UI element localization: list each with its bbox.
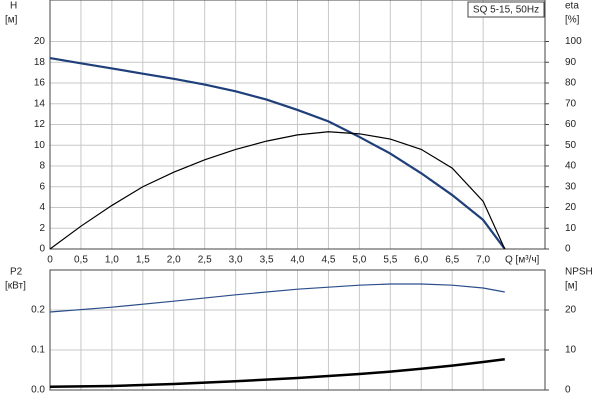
x-tick-label: 3,0 xyxy=(229,255,243,266)
y-tick-label: 0 xyxy=(39,244,45,255)
y2-tick-label: 80 xyxy=(565,78,577,89)
y2-tick-label: 50 xyxy=(565,140,577,151)
y-tick-label: 4 xyxy=(39,202,45,213)
x-tick-label: 7,0 xyxy=(476,255,490,266)
series-line xyxy=(49,57,506,250)
y2-tick-label: 0 xyxy=(565,385,571,396)
y-tick-label: 8 xyxy=(39,161,45,172)
y2-tick-label: 90 xyxy=(565,57,577,68)
y-tick-label: 0.1 xyxy=(31,345,45,356)
chart-title: SQ 5-15, 50Hz xyxy=(473,5,539,16)
y2-tick-label: 0 xyxy=(565,244,571,255)
plot-frame xyxy=(49,269,546,391)
y2-tick-label: 10 xyxy=(565,223,577,234)
y-axis-unit: [кВт] xyxy=(5,281,26,292)
y-tick-label: 0.2 xyxy=(31,305,45,316)
y-axis-label: P2 xyxy=(10,267,23,278)
y-tick-label: 18 xyxy=(34,57,46,68)
y-tick-label: 14 xyxy=(34,98,46,109)
y2-axis-label: eta xyxy=(565,1,579,12)
y2-tick-label: 30 xyxy=(565,181,577,192)
series-line xyxy=(49,283,505,313)
y-axis-unit: [м] xyxy=(5,15,18,26)
x-tick-label: 0 xyxy=(47,255,53,266)
x-tick-label: 1,5 xyxy=(136,255,150,266)
x-tick-label: 5,5 xyxy=(383,255,397,266)
x-tick-label: 4,0 xyxy=(291,255,305,266)
y2-tick-label: 100 xyxy=(565,36,582,47)
x-axis-label: Q [м³/ч] xyxy=(505,255,540,266)
plot-frame xyxy=(49,0,546,250)
y2-axis-label: NPSH xyxy=(565,267,593,278)
y2-tick-label: 70 xyxy=(565,98,577,109)
y-tick-label: 10 xyxy=(34,140,46,151)
x-tick-label: 4,5 xyxy=(321,255,335,266)
x-tick-label: 6,0 xyxy=(414,255,428,266)
series-line xyxy=(49,357,505,389)
y2-axis-unit: [м] xyxy=(565,281,578,292)
y2-tick-label: 40 xyxy=(565,161,577,172)
y-axis-label: H xyxy=(10,1,17,12)
x-tick-label: 2,5 xyxy=(198,255,212,266)
y-tick-label: 0.0 xyxy=(31,385,45,396)
y2-axis-unit: [%] xyxy=(565,15,580,26)
y-tick-label: 20 xyxy=(34,36,46,47)
x-tick-label: 6,5 xyxy=(445,255,459,266)
y2-tick-label: 20 xyxy=(565,202,577,213)
y-tick-label: 6 xyxy=(39,181,45,192)
x-tick-label: 3,5 xyxy=(260,255,274,266)
y-tick-label: 12 xyxy=(34,119,46,130)
y2-tick-label: 60 xyxy=(565,119,577,130)
x-tick-label: 5,0 xyxy=(352,255,366,266)
title-box xyxy=(467,1,545,18)
y2-tick-label: 20 xyxy=(565,305,577,316)
y-tick-label: 16 xyxy=(34,78,46,89)
y-tick-label: 2 xyxy=(39,223,45,234)
x-tick-label: 0,5 xyxy=(74,255,88,266)
x-tick-label: 2,0 xyxy=(167,255,181,266)
series-line xyxy=(49,131,506,250)
y2-tick-label: 10 xyxy=(565,345,577,356)
x-tick-label: 1,0 xyxy=(105,255,119,266)
